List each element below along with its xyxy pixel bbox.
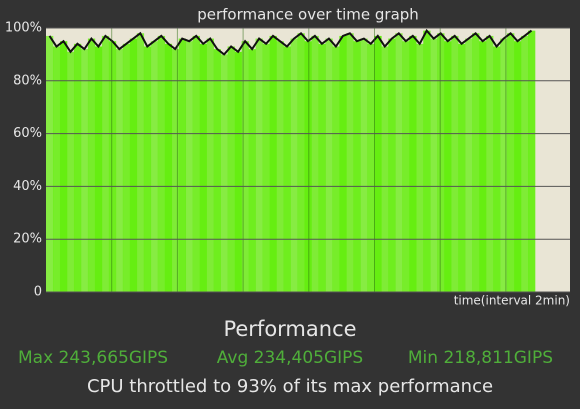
bar [129,38,138,293]
stat-max: Max 243,665GIPS [18,348,168,368]
bar [94,46,103,293]
bar [381,46,389,293]
bar [269,35,277,293]
bar [374,35,382,293]
bar [514,41,522,293]
bar [164,43,173,293]
bar [101,35,110,293]
bar [52,46,61,293]
bar [416,43,424,293]
bar [290,38,298,293]
bar [171,49,180,293]
bar [241,41,249,293]
bar [227,46,235,293]
bar [59,41,68,293]
x-axis-label: time(interval 2min) [454,294,570,308]
y-tick-label: 100% [5,21,42,36]
bar [437,33,445,292]
throttle-note: CPU throttled to 93% of its max performa… [87,376,493,397]
bar [332,46,340,293]
bar [206,38,214,293]
bar [430,38,438,293]
bar [486,35,494,293]
bar [507,33,515,292]
bar [465,38,473,293]
bar [213,49,221,293]
chart-title: performance over time graph [197,6,419,24]
stat-avg: Avg 234,405GIPS [217,348,363,368]
bar [87,38,96,293]
bar [479,41,487,293]
bar [304,41,312,293]
bar [276,41,284,293]
bar [423,30,431,292]
stat-min: Min 218,811GIPS [408,348,553,368]
bar [283,46,291,293]
bar [122,43,131,293]
bar [339,35,347,293]
bar [46,35,54,293]
bar [73,43,82,293]
bar [318,43,326,293]
bar [80,49,89,293]
summary-title: Performance [223,317,356,341]
y-tick-label: 0 [34,285,42,300]
bar [262,43,270,293]
bar [157,35,166,293]
bar [178,38,187,293]
bar [199,43,207,293]
bar [325,38,333,293]
bar [493,46,501,293]
bar [500,38,508,293]
bar [521,35,529,293]
bar [402,41,410,293]
bar [185,41,193,293]
bar [367,43,375,293]
bar [528,30,536,292]
bar [395,33,403,292]
bar [108,41,117,293]
bar [255,38,263,293]
bar [388,38,396,293]
plot [46,28,536,293]
bar [360,38,368,293]
y-tick-label: 80% [13,73,42,88]
bar [346,33,354,292]
bar [311,35,319,293]
bar [66,51,75,293]
bar [115,49,124,293]
bar [220,54,228,293]
bar [248,49,256,293]
bar [234,51,242,293]
bar [409,35,417,293]
y-tick-label: 60% [13,126,42,141]
bar [192,35,200,293]
y-tick-label: 20% [13,232,42,247]
bar [297,33,305,292]
bar [444,41,452,293]
bar [136,33,145,292]
bar [150,41,159,293]
bar [472,33,480,292]
bar [143,46,152,293]
y-tick-label: 40% [13,179,42,194]
bar [451,35,459,293]
bar [353,41,361,293]
bar [458,43,466,293]
performance-line [48,28,533,56]
